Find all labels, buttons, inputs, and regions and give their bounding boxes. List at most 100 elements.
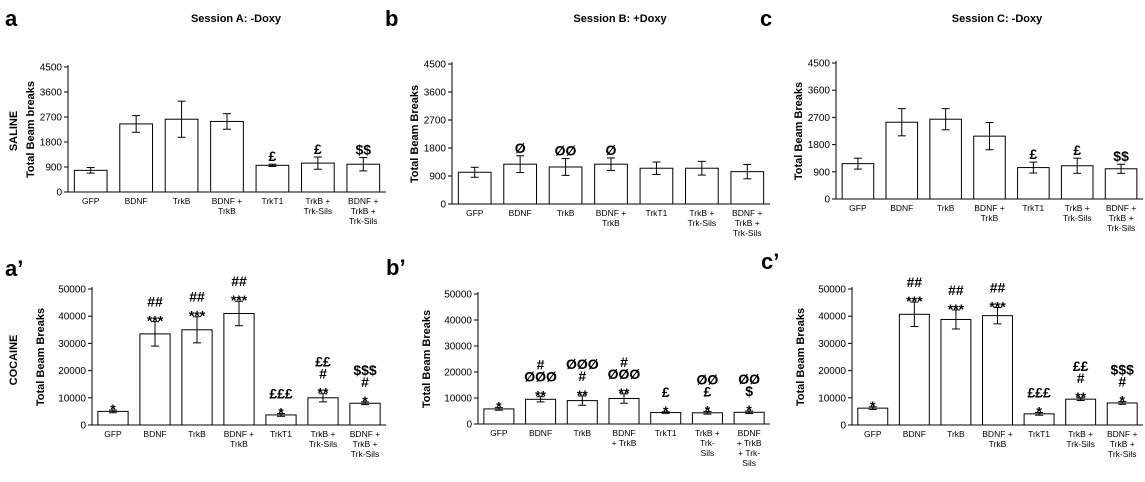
x-tick-label: GFP	[490, 428, 508, 438]
bar	[525, 398, 557, 425]
y-tick-label: 40000	[444, 316, 472, 327]
x-tick-label: TrkB	[218, 206, 236, 216]
significance-marker: £	[314, 141, 322, 157]
y-axis-label: Total Beam Breaks	[409, 85, 421, 183]
x-tick-label: Trk-Sils	[1108, 449, 1136, 459]
bar	[898, 313, 930, 426]
significance-marker: ££	[1073, 358, 1089, 374]
significance-marker: ##	[948, 282, 964, 298]
x-tick-label: BDNF	[509, 208, 532, 218]
x-tick-label: TrkB	[937, 203, 955, 213]
x-tick-label: BDNF +	[212, 196, 243, 206]
significance-marker: £	[704, 384, 712, 400]
x-tick-label: TrkT1	[655, 428, 677, 438]
x-tick-label: + Trk-	[738, 448, 760, 458]
x-tick-label: BDNF +	[1107, 429, 1138, 439]
significance-marker: £	[269, 148, 277, 164]
significance-marker: ØØ	[697, 372, 719, 388]
panel-a: a Session A: -Doxy Total Beam breaks 0 900 18…	[5, 6, 386, 226]
panel-c2: c’ Total Beam Breaks 0 10000 20000 30000 40000…	[761, 249, 1143, 459]
significance-marker: *	[870, 398, 876, 414]
y-tick-label: 4500	[424, 60, 447, 71]
panel-label: c’	[761, 249, 779, 274]
significance-marker: $$	[1113, 148, 1129, 164]
significance-marker: $$$	[1111, 362, 1135, 378]
panel-title: Session A: -Doxy	[191, 13, 282, 25]
significance-marker: ££	[315, 354, 331, 370]
x-tick-label: BDNF	[903, 429, 926, 439]
x-tick-label: GFP	[104, 429, 122, 439]
x-tick-label: BDNF +	[732, 208, 763, 218]
x-tick-label: BDNF +	[974, 203, 1005, 213]
panel-title: Session B: +Doxy	[573, 13, 667, 25]
x-tick-label: BDNF	[143, 429, 166, 439]
significance-marker: **	[535, 388, 546, 404]
significance-marker: #	[620, 354, 628, 370]
x-tick-label: TrkT1	[261, 196, 283, 206]
significance-marker: £££	[1027, 384, 1051, 400]
x-tick-label: TrkB	[173, 196, 191, 206]
significance-marker: #	[1077, 370, 1085, 386]
significance-marker: ##	[147, 294, 163, 310]
significance-marker: ***	[147, 313, 164, 329]
significance-marker: ***	[948, 301, 965, 317]
significance-marker: ##	[231, 273, 247, 289]
significance-marker: #	[1118, 374, 1126, 390]
x-tick-label: GFP	[82, 196, 100, 206]
row-label-cocaine: COCAINE	[8, 335, 20, 386]
x-tick-label: TrkB	[230, 439, 248, 449]
y-tick-label: 40000	[818, 312, 846, 323]
panel-label: a’	[5, 256, 23, 281]
x-tick-label: TrkB	[602, 218, 620, 228]
panel-b: b Session B: +Doxy Total Beam Breaks 0 900 18…	[385, 6, 770, 238]
y-tick-label: 2700	[808, 113, 831, 124]
bar	[1065, 398, 1097, 426]
panel-c: c Session C: -Doxy Total Beam Breaks 0 900 18…	[760, 6, 1143, 233]
bar	[255, 164, 290, 193]
x-tick-label: TrkB +	[735, 218, 760, 228]
x-tick-label: BDNF +	[224, 429, 255, 439]
significance-marker: ***	[189, 308, 206, 324]
x-tick-label: Trk-	[700, 438, 715, 448]
y-tick-label: 3600	[808, 86, 831, 97]
significance-marker: **	[577, 387, 588, 403]
x-tick-label: BDNF +	[982, 429, 1013, 439]
y-axis-label: Total Beam Breaks	[793, 82, 805, 180]
y-axis-label: Total Beam Breaks	[421, 310, 433, 408]
x-tick-label: Trk-Sils	[1066, 439, 1094, 449]
panel-label: b’	[386, 255, 406, 280]
y-tick-label: 30000	[58, 339, 86, 350]
x-tick-label: BDNF +	[596, 208, 627, 218]
y-tick-label: 4500	[808, 59, 831, 70]
significance-marker: ØØØ	[566, 356, 599, 372]
panel-b2: b’ Total Beam Breaks 0 10000 20000 30000 40000…	[386, 255, 770, 468]
y-tick-label: 10000	[58, 393, 86, 404]
x-tick-label: Trk-Sils	[304, 206, 332, 216]
x-tick-label: TrkT1	[270, 429, 292, 439]
x-tick-label: Trk-Sils	[351, 449, 379, 459]
x-tick-label: TrkB +	[353, 439, 378, 449]
y-tick-label: 2700	[424, 116, 447, 127]
y-tick-label: 1800	[40, 138, 63, 149]
significance-marker: **	[1075, 389, 1086, 405]
significance-marker: ##	[189, 289, 205, 305]
x-tick-label: TrkB	[188, 429, 206, 439]
y-tick-label: 0	[824, 195, 830, 206]
x-tick-label: GFP	[864, 429, 882, 439]
x-tick-label: TrkT1	[1022, 203, 1044, 213]
y-tick-label: 30000	[818, 339, 846, 350]
x-tick-label: BDNF	[738, 428, 761, 438]
significance-marker: *	[496, 399, 502, 415]
row-label-saline: SALINE	[8, 111, 20, 151]
y-axis-label: Total Beam Breaks	[795, 308, 807, 406]
x-tick-label: TrkB +	[1109, 213, 1134, 223]
significance-marker: £££	[269, 386, 293, 402]
y-tick-label: 4500	[40, 63, 63, 74]
bar	[929, 118, 962, 200]
bar	[982, 315, 1013, 426]
bar	[1104, 168, 1138, 200]
significance-marker: *	[1119, 393, 1125, 409]
x-tick-label: BDNF +	[350, 429, 381, 439]
y-tick-label: 50000	[818, 285, 846, 296]
significance-marker: ØØ	[738, 371, 760, 387]
